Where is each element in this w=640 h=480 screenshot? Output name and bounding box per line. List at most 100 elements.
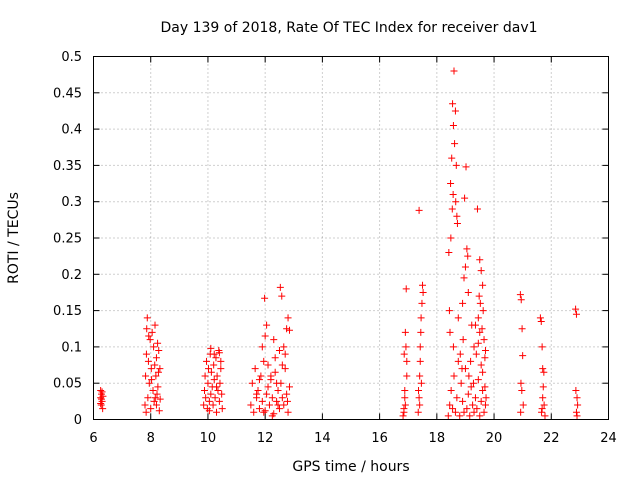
grid-lines <box>93 56 609 420</box>
data-point <box>519 401 527 409</box>
data-point <box>201 386 209 394</box>
data-point <box>261 407 269 415</box>
data-point <box>152 354 160 362</box>
data-point <box>541 412 549 420</box>
data-point <box>461 263 469 271</box>
data-point <box>218 405 226 413</box>
data-point <box>263 390 271 398</box>
y-tick-label: 0.3 <box>61 195 82 210</box>
data-point <box>453 219 461 227</box>
data-point <box>152 401 160 409</box>
data-point <box>261 332 269 340</box>
data-point <box>218 390 226 398</box>
data-point <box>456 350 464 358</box>
data-point <box>481 401 489 409</box>
data-point <box>469 379 477 387</box>
data-point <box>444 412 452 420</box>
data-point <box>450 372 458 380</box>
data-point <box>213 383 221 391</box>
data-point <box>274 401 282 409</box>
data-point <box>460 408 468 416</box>
data-point <box>452 198 460 206</box>
data-point <box>207 344 215 352</box>
data-point <box>204 379 212 387</box>
data-point <box>471 394 479 402</box>
data-point <box>402 343 410 351</box>
data-point <box>400 350 408 358</box>
data-point <box>479 307 487 315</box>
chart-title: Day 139 of 2018, Rate Of TEC Index for r… <box>160 20 537 36</box>
data-point <box>264 361 272 369</box>
data-point <box>415 206 423 214</box>
data-point <box>154 339 162 347</box>
y-tick-label: 0.35 <box>53 159 82 174</box>
data-point <box>464 390 472 398</box>
data-point <box>143 314 151 322</box>
data-point <box>470 408 478 416</box>
data-point <box>210 361 218 369</box>
data-point <box>255 405 263 413</box>
data-point <box>281 350 289 358</box>
data-point <box>142 408 150 416</box>
data-point <box>143 325 151 333</box>
data-point <box>285 326 293 334</box>
data-point <box>156 395 164 403</box>
data-point <box>417 379 425 387</box>
data-point <box>284 314 292 322</box>
data-point <box>450 67 458 75</box>
data-point <box>573 394 581 402</box>
data-point <box>278 292 286 300</box>
data-point <box>460 274 468 282</box>
data-point <box>257 372 265 380</box>
data-point <box>254 386 262 394</box>
data-point <box>144 394 152 402</box>
data-point <box>537 317 545 325</box>
data-point <box>275 405 283 413</box>
data-point <box>283 397 291 405</box>
data-point <box>449 343 457 351</box>
data-point <box>153 390 161 398</box>
data-point <box>536 314 544 322</box>
data-point <box>265 401 273 409</box>
data-point <box>283 390 291 398</box>
data-point <box>462 163 470 171</box>
data-point <box>481 354 489 362</box>
data-point <box>217 365 225 373</box>
data-point <box>258 397 266 405</box>
data-point <box>459 299 467 307</box>
y-tick-label: 0.15 <box>53 304 82 319</box>
data-point <box>280 343 288 351</box>
y-tick-label: 0.5 <box>61 50 82 65</box>
data-point <box>253 390 261 398</box>
data-point <box>464 288 472 296</box>
data-point <box>202 394 210 402</box>
data-point <box>210 350 218 358</box>
data-point <box>207 368 215 376</box>
x-tick-label: 8 <box>147 431 155 446</box>
data-point <box>403 357 411 365</box>
data-point <box>401 401 409 409</box>
data-point <box>464 252 472 260</box>
data-point <box>268 394 276 402</box>
data-point <box>463 245 471 253</box>
data-point <box>154 368 162 376</box>
data-point <box>258 343 266 351</box>
data-point <box>473 405 481 413</box>
data-point <box>451 408 459 416</box>
data-point <box>479 386 487 394</box>
data-point <box>468 321 476 329</box>
data-point <box>400 408 408 416</box>
data-point <box>517 296 525 304</box>
data-point <box>155 347 163 355</box>
data-point <box>448 154 456 162</box>
data-point <box>417 328 425 336</box>
data-point <box>572 310 580 318</box>
data-point <box>213 408 221 416</box>
data-point <box>445 249 453 257</box>
data-point <box>445 307 453 315</box>
data-point <box>145 332 153 340</box>
axis-ticks <box>93 56 609 420</box>
data-point <box>449 405 457 413</box>
data-point <box>214 386 222 394</box>
data-point <box>205 407 213 415</box>
